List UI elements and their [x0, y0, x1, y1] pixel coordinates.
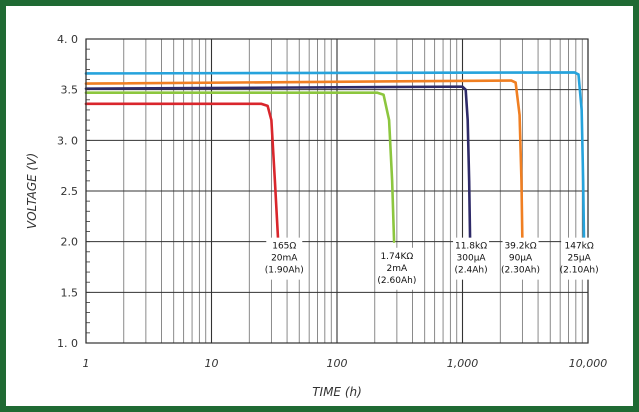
- y-tick-label: 2.5: [61, 185, 79, 198]
- curve-annotation-line: (2.4Ah): [454, 266, 487, 276]
- curve-annotation-line: 2mA: [387, 264, 408, 274]
- curve-annotation-line: (2.60Ah): [377, 276, 416, 286]
- curve-annotation-line: 300µA: [457, 254, 487, 264]
- curve-annotation-line: 1.74KΩ: [380, 252, 413, 262]
- discharge-curve: [84, 71, 586, 243]
- discharge-curve: [84, 79, 524, 243]
- curve-annotation-line: (2.10Ah): [560, 266, 599, 276]
- discharge-curve: [84, 91, 396, 243]
- curve-annotation-line: (2.30Ah): [501, 266, 540, 276]
- annotation-background: [266, 237, 303, 280]
- curve-annotation-line: 165Ω: [272, 242, 296, 252]
- y-tick-label: 1.5: [61, 286, 79, 299]
- curve-annotation-line: 11.8kΩ: [455, 242, 487, 252]
- annotations: 165Ω 20mA (1.90Ah) 1.74KΩ 2mA (2.60Ah) 11.8kΩ 3…: [265, 237, 599, 290]
- curve-annotation-line: 25µA: [567, 254, 591, 264]
- x-tick-label: 100: [327, 357, 348, 370]
- x-tick-label: 10,000: [569, 357, 608, 370]
- curve-annotation-line: (1.90Ah): [265, 266, 304, 276]
- y-tick-label: 3. 0: [57, 134, 78, 147]
- y-tick-label: 4. 0: [57, 33, 78, 46]
- chart-frame: 1. 0 1.5 2.0 2.5 3. 0 3.5 4. 0 1 10 100 1,000 10,00…: [6, 6, 633, 406]
- curve-annotation-line: 90µA: [509, 254, 533, 264]
- discharge-curve: [84, 85, 472, 243]
- x-axis-title: TIME (h): [312, 385, 362, 399]
- grid: [85, 38, 589, 344]
- discharge-curve: [84, 102, 280, 243]
- ticks: 1. 0 1.5 2.0 2.5 3. 0 3.5 4. 0 1 10 100 1,000 10,00…: [57, 33, 607, 370]
- x-tick-label: 1,000: [447, 357, 479, 370]
- x-tick-label: 10: [205, 357, 219, 370]
- curve-annotation-line: 147kΩ: [565, 242, 594, 252]
- annotation-background: [502, 237, 539, 280]
- annotation-background: [453, 237, 490, 280]
- annotation-background: [378, 247, 415, 290]
- curves: [84, 71, 586, 243]
- x-tick-label: 1: [83, 357, 90, 370]
- y-tick-label: 1. 0: [57, 337, 78, 350]
- curve-annotation-line: 39.2kΩ: [504, 242, 536, 252]
- chart-svg: 1. 0 1.5 2.0 2.5 3. 0 3.5 4. 0 1 10 100 1,000 10,00…: [25, 33, 607, 399]
- y-axis-title: VOLTAGE (V): [25, 153, 39, 229]
- y-tick-label: 3.5: [61, 84, 79, 97]
- y-tick-label: 2.0: [61, 236, 79, 249]
- curve-annotation-line: 20mA: [271, 254, 298, 264]
- annotation-background: [561, 237, 598, 280]
